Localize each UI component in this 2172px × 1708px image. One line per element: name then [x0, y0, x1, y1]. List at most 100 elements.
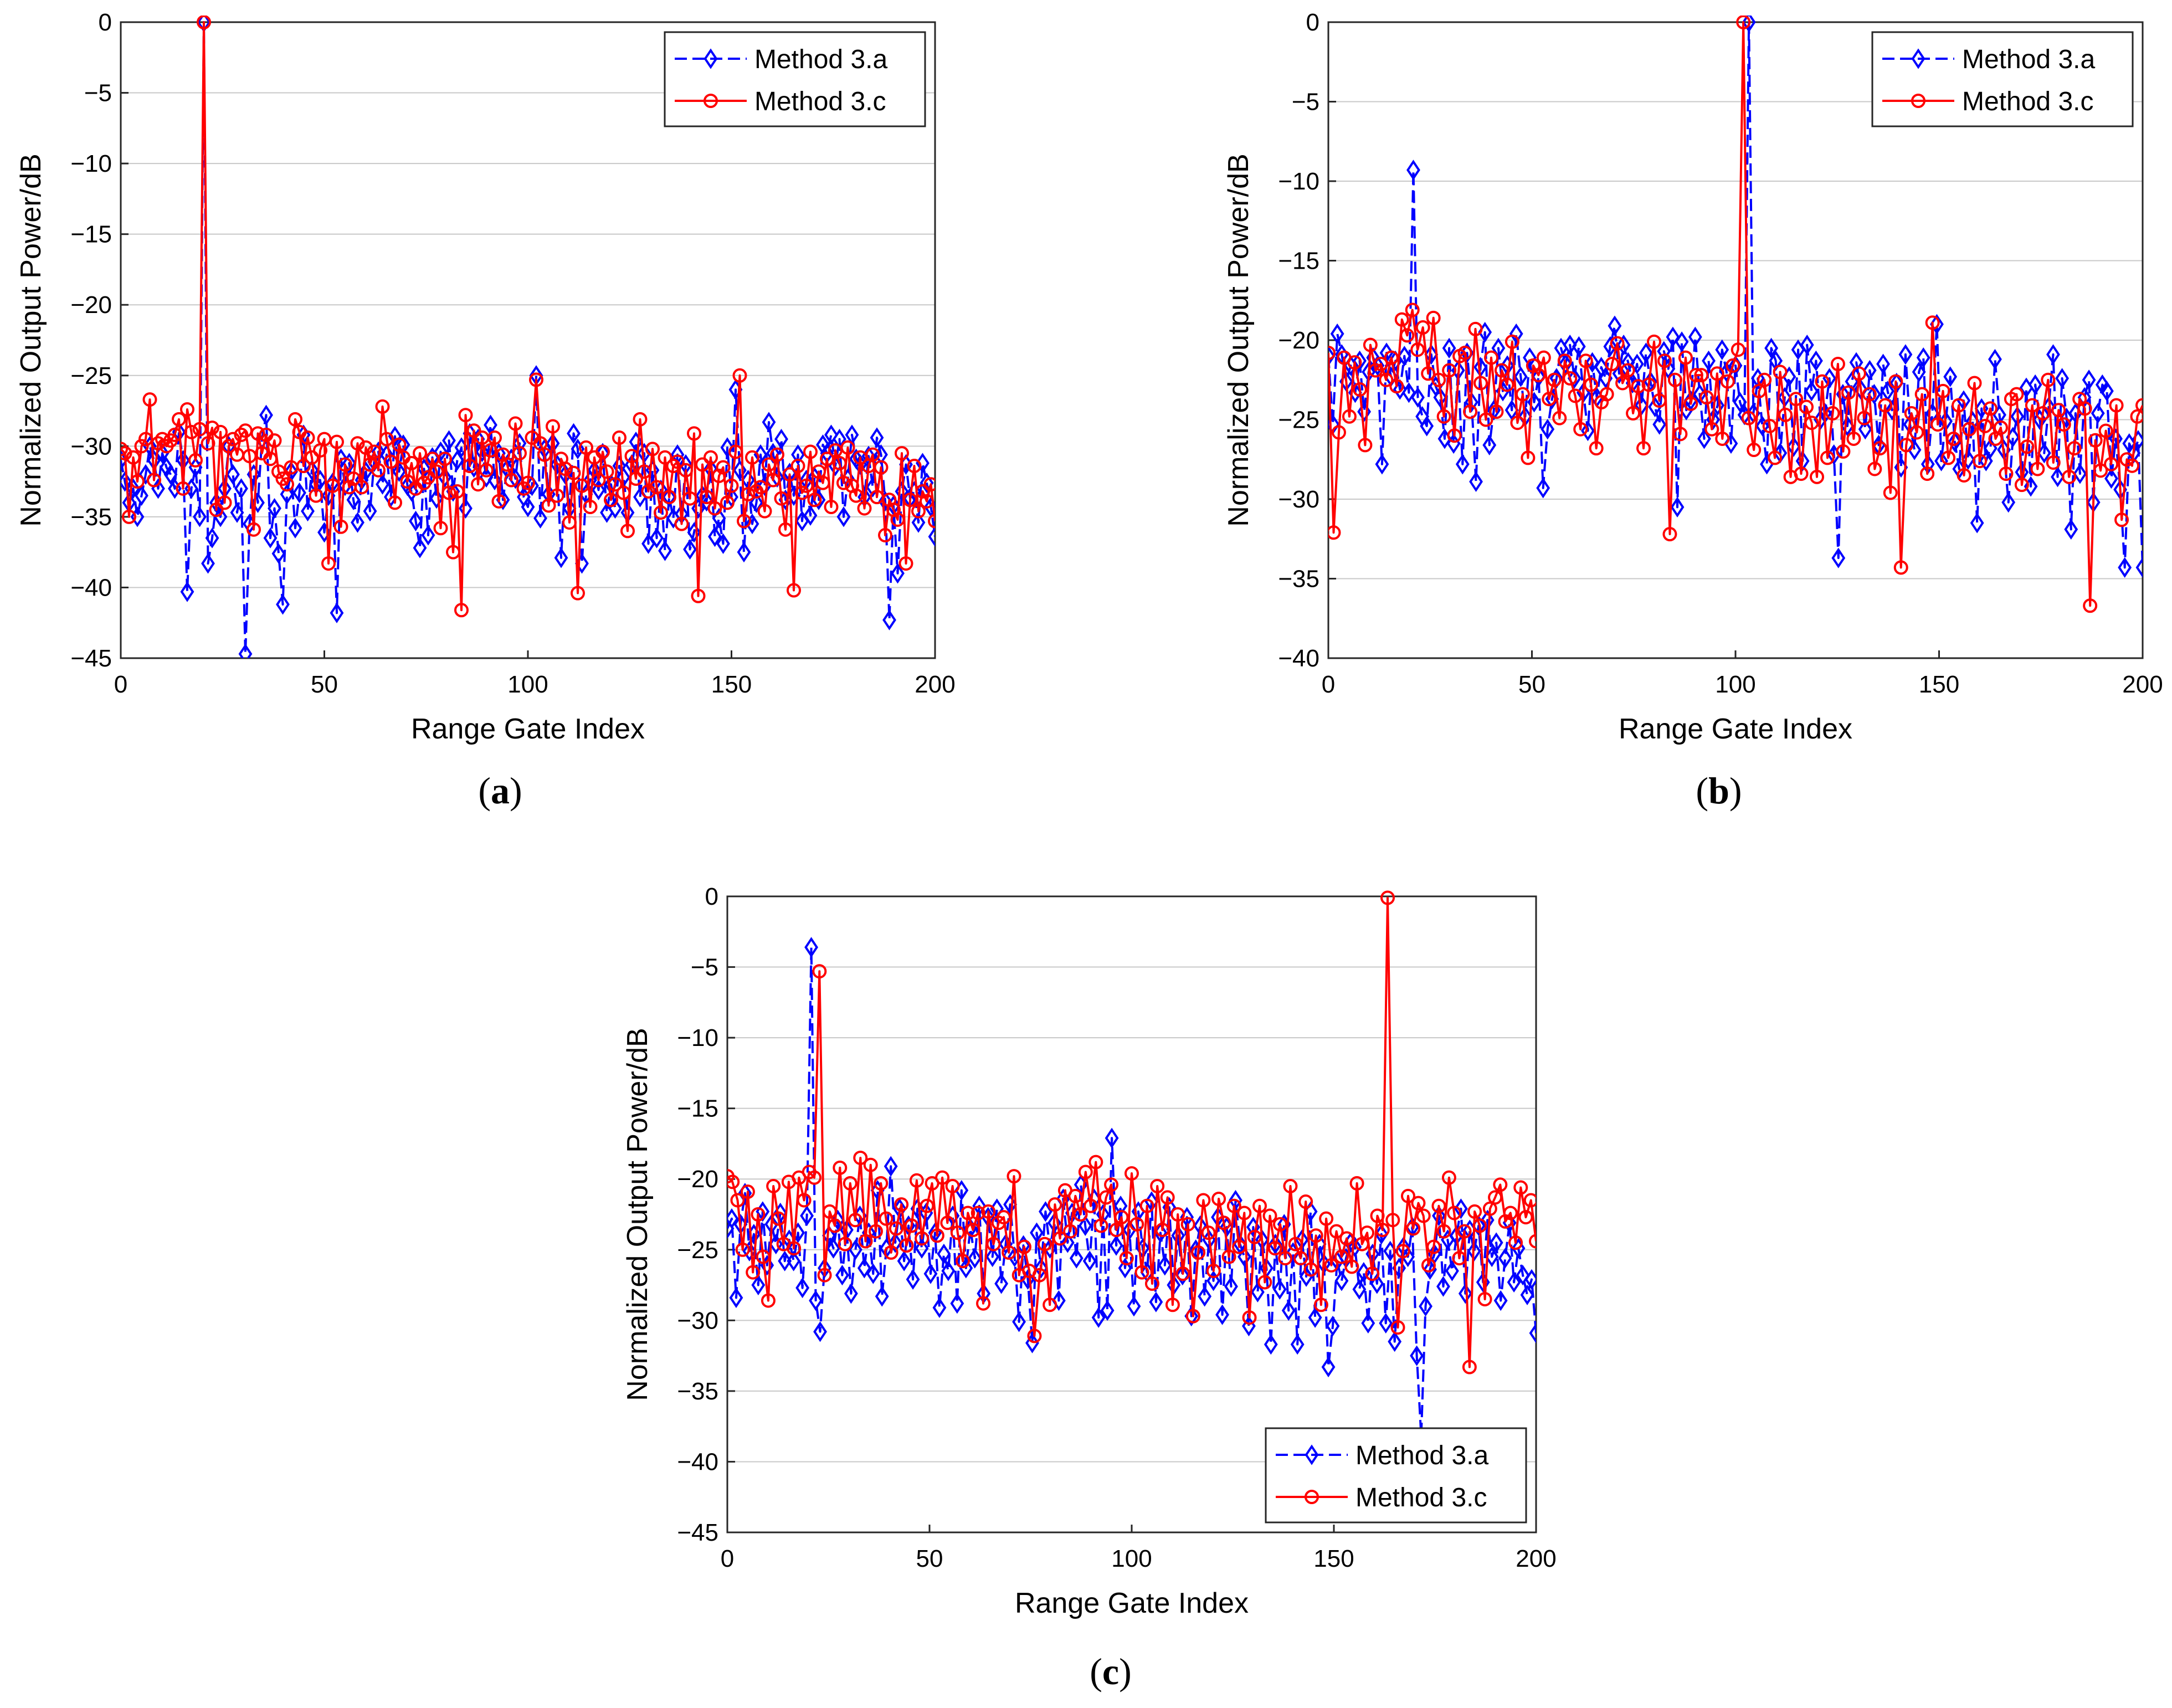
data-point	[804, 937, 818, 958]
data-point	[682, 491, 697, 506]
data-point	[1899, 438, 1914, 453]
data-point	[1401, 1246, 1415, 1268]
data-point	[1358, 438, 1373, 453]
data-point	[276, 594, 290, 615]
data-point	[134, 439, 149, 454]
data-point	[1567, 368, 1581, 389]
data-point	[1630, 353, 1644, 375]
data-point	[817, 1268, 832, 1283]
data-point	[608, 477, 623, 492]
data-point	[1406, 1221, 1421, 1236]
data-point	[822, 1204, 837, 1219]
data-point	[213, 506, 228, 527]
data-point	[2083, 598, 2098, 613]
data-point	[724, 478, 739, 493]
data-point	[358, 440, 373, 455]
data-point	[379, 432, 394, 447]
data-point	[1494, 363, 1509, 378]
data-point	[1084, 1198, 1098, 1213]
data-point	[321, 556, 336, 571]
data-point	[1224, 1276, 1238, 1297]
data-point	[1719, 361, 1734, 383]
data-point	[247, 522, 261, 537]
data-point	[533, 507, 547, 529]
data-point	[213, 424, 228, 439]
data-point	[1354, 1237, 1369, 1251]
y-tick-label: −25	[1278, 407, 1319, 434]
data-point	[1541, 419, 1555, 440]
data-point	[1804, 416, 1819, 430]
data-point	[434, 441, 448, 463]
data-point	[981, 1204, 996, 1219]
data-point	[956, 1254, 971, 1269]
data-point	[1934, 450, 1948, 471]
data-point	[1250, 1281, 1265, 1302]
data-point	[1804, 381, 1819, 402]
legend-label: Method 3.c	[1355, 1483, 1487, 1512]
data-point	[1037, 1237, 1052, 1251]
data-point	[1452, 1251, 1467, 1266]
data-point	[1768, 450, 1783, 465]
data-point	[263, 527, 278, 548]
data-point	[920, 494, 934, 509]
data-point	[751, 1207, 766, 1222]
data-point	[1109, 1235, 1123, 1256]
data-point	[1524, 1269, 1536, 1290]
data-point	[1447, 428, 1462, 443]
data-point	[1872, 441, 1887, 456]
data-point	[1513, 1180, 1528, 1195]
data-point	[797, 1193, 812, 1208]
x-axis-label: Range Gate Index	[1015, 1587, 1249, 1619]
data-point	[1688, 368, 1703, 383]
data-point	[1482, 434, 1497, 456]
data-point	[1491, 337, 1506, 358]
data-point	[1150, 1178, 1165, 1193]
data-point	[1442, 363, 1457, 378]
data-point	[546, 433, 560, 454]
data-point	[1657, 341, 1671, 362]
data-point	[1449, 1225, 1464, 1246]
data-point	[1149, 1291, 1163, 1312]
data-point	[2025, 398, 2040, 413]
legend-marker-circle	[1305, 1490, 1319, 1504]
data-point	[1862, 360, 1877, 381]
data-point	[1752, 383, 1767, 398]
data-point	[2014, 478, 2029, 493]
data-point	[1764, 337, 1779, 358]
data-point	[367, 444, 382, 459]
data-point	[1324, 1258, 1339, 1273]
data-point	[2104, 468, 2118, 489]
data-point	[376, 474, 389, 495]
data-point	[1078, 1215, 1092, 1237]
data-point	[1841, 385, 1856, 400]
data-point	[1237, 1206, 1252, 1220]
data-point	[1930, 314, 1944, 335]
data-point	[890, 512, 905, 527]
data-point	[1612, 363, 1626, 384]
data-point	[1789, 392, 1804, 407]
data-point	[895, 446, 909, 461]
data-point	[2109, 398, 2124, 413]
data-point	[863, 1157, 878, 1172]
data-point	[1215, 1304, 1229, 1325]
data-point	[1175, 1265, 1190, 1286]
panel-caption: (b)	[1696, 770, 1742, 812]
data-point	[757, 504, 772, 519]
data-point	[800, 1205, 814, 1227]
data-point	[450, 484, 465, 499]
data-point	[782, 467, 797, 482]
data-point	[1416, 1208, 1431, 1223]
data-point	[2073, 463, 2087, 484]
data-point	[666, 459, 681, 474]
data-point	[479, 463, 494, 478]
data-point	[1962, 422, 1977, 437]
data-point	[753, 480, 768, 495]
data-point	[923, 1263, 938, 1284]
data-point	[884, 1156, 898, 1177]
data-point	[1867, 461, 1882, 476]
data-point	[1109, 1223, 1124, 1238]
data-point	[313, 469, 327, 491]
data-point	[891, 563, 905, 584]
data-point	[909, 1173, 924, 1188]
data-point	[645, 442, 660, 457]
